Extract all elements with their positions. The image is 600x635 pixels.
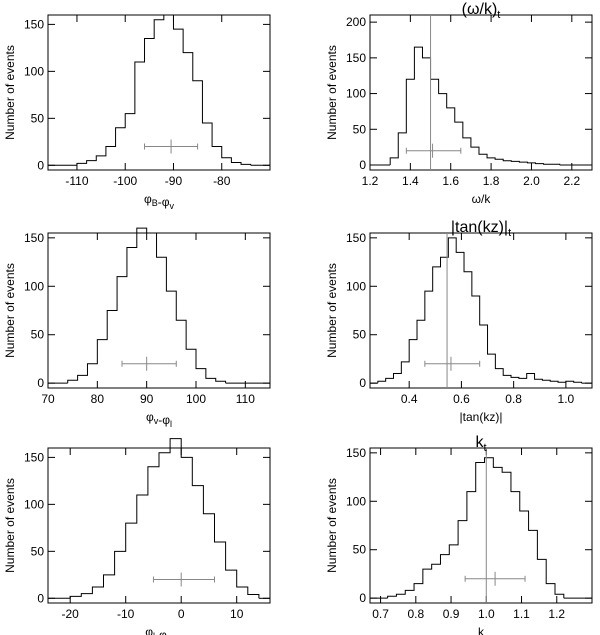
x-tick-label: 1.4: [402, 174, 419, 188]
plot-frame: [369, 14, 593, 171]
y-tick-label: 0: [37, 158, 44, 172]
x-axis-label: φv-φl: [146, 410, 172, 429]
x-axis-label: k: [478, 625, 485, 635]
y-tick-label: 150: [346, 231, 366, 245]
y-tick-label: 150: [346, 51, 366, 65]
x-tick-label: 0.9: [443, 607, 460, 621]
histogram-steps: [389, 46, 561, 165]
y-axis-label: Number of events: [3, 478, 17, 573]
x-axis-label: ω/k: [472, 192, 492, 206]
y-axis-label: Number of events: [3, 263, 17, 358]
x-tick-label: 0.8: [407, 607, 424, 621]
chart-title: kt: [475, 434, 486, 454]
y-tick-label: 100: [346, 279, 366, 293]
x-tick-label: 90: [140, 392, 154, 406]
plot-frame: [47, 14, 271, 171]
x-tick-label: 2.2: [563, 174, 580, 188]
chart-title: (ω/k)t: [462, 1, 501, 21]
x-tick-label: 1.0: [558, 392, 575, 406]
histogram-panel-1: -110 -100 -90 -80 0 50 100 150 φB-φv Number of ev…: [3, 14, 271, 211]
y-axis-label: Number of events: [325, 263, 339, 358]
histogram-panel-3: 70 80 90 100 110 0 50 100 150 φv-φl Number of even…: [3, 227, 271, 429]
x-tick-label: 2.0: [523, 174, 540, 188]
y-tick-label: 150: [346, 446, 366, 460]
plot-frame: [47, 447, 271, 604]
x-axis-label: φB-φv: [144, 192, 175, 211]
x-tick-label: -90: [165, 174, 183, 188]
x-axis-label: φl-φB: [145, 625, 173, 635]
x-tick-label: 1.2: [362, 174, 379, 188]
y-tick-label: 100: [24, 64, 44, 78]
x-tick-label: 1.0: [478, 607, 495, 621]
y-tick-label: 0: [359, 158, 366, 172]
y-tick-label: 100: [24, 497, 44, 511]
x-tick-label: 70: [41, 392, 55, 406]
histogram-steps: [67, 227, 227, 384]
x-tick-label: 0.7: [372, 607, 389, 621]
x-tick-label: 0.6: [453, 392, 470, 406]
x-tick-label: -20: [62, 607, 80, 621]
chart-title: |tan(kz)|t: [451, 219, 511, 239]
y-tick-label: 50: [353, 543, 367, 557]
x-tick-label: 80: [91, 392, 105, 406]
y-tick-label: 0: [359, 591, 366, 605]
x-tick-label: -80: [213, 174, 231, 188]
plot-frame: [369, 447, 593, 604]
x-tick-label: 1.1: [513, 607, 530, 621]
y-tick-label: 150: [24, 450, 44, 464]
histogram-panel-2: 1.2 1.4 1.6 1.8 2.0 2.2 0 50 100 150 200 ω/k Number …: [325, 1, 593, 206]
x-tick-label: 1.2: [548, 607, 565, 621]
y-axis-label: Number of events: [325, 478, 339, 573]
y-tick-label: 50: [31, 544, 45, 558]
x-tick-label: 0: [178, 607, 185, 621]
y-tick-label: 200: [346, 15, 366, 29]
plot-frame: [369, 232, 593, 389]
x-tick-label: -110: [65, 174, 88, 188]
y-tick-label: 0: [37, 591, 44, 605]
x-tick-label: 1.8: [483, 174, 500, 188]
y-tick-label: 50: [353, 122, 367, 136]
x-tick-label: -10: [117, 607, 135, 621]
x-tick-label: 0.8: [505, 392, 522, 406]
y-tick-label: 150: [24, 231, 44, 245]
x-axis-label: |tan(kz)|: [460, 410, 503, 424]
y-axis-label: Number of events: [3, 45, 17, 140]
x-tick-label: 1.6: [442, 174, 459, 188]
histogram-panel-5: -20-10010050100150φl-φBNumber of events: [3, 438, 271, 635]
y-tick-label: 100: [346, 87, 366, 101]
y-tick-label: 50: [31, 328, 45, 342]
histogram-panel-6: 0.7 0.8 0.9 1.0 1.1 1.2 0 50 100 150 k Number of ev…: [325, 434, 593, 635]
plot-frame: [47, 232, 271, 389]
histogram-steps: [377, 237, 583, 384]
y-axis-label: Number of events: [325, 45, 339, 140]
x-tick-label: 10: [230, 607, 244, 621]
x-tick-label: 100: [186, 392, 206, 406]
y-tick-label: 100: [24, 279, 44, 293]
histogram-steps: [387, 457, 565, 599]
y-tick-label: 100: [346, 494, 366, 508]
x-tick-label: -100: [113, 174, 137, 188]
histogram-panel-4: 0.4 0.6 0.8 1.0 0 50 100 150 |tan(kz)| Number of …: [325, 219, 593, 424]
y-tick-label: 0: [37, 376, 44, 390]
histogram-steps: [69, 438, 260, 599]
x-tick-label: 110: [236, 392, 255, 406]
x-tick-label: 0.4: [401, 392, 418, 406]
y-tick-label: 50: [353, 328, 367, 342]
y-tick-label: 150: [24, 17, 44, 31]
y-tick-label: 50: [31, 111, 45, 125]
y-tick-label: 0: [359, 376, 366, 390]
histogram-steps: [76, 14, 252, 166]
